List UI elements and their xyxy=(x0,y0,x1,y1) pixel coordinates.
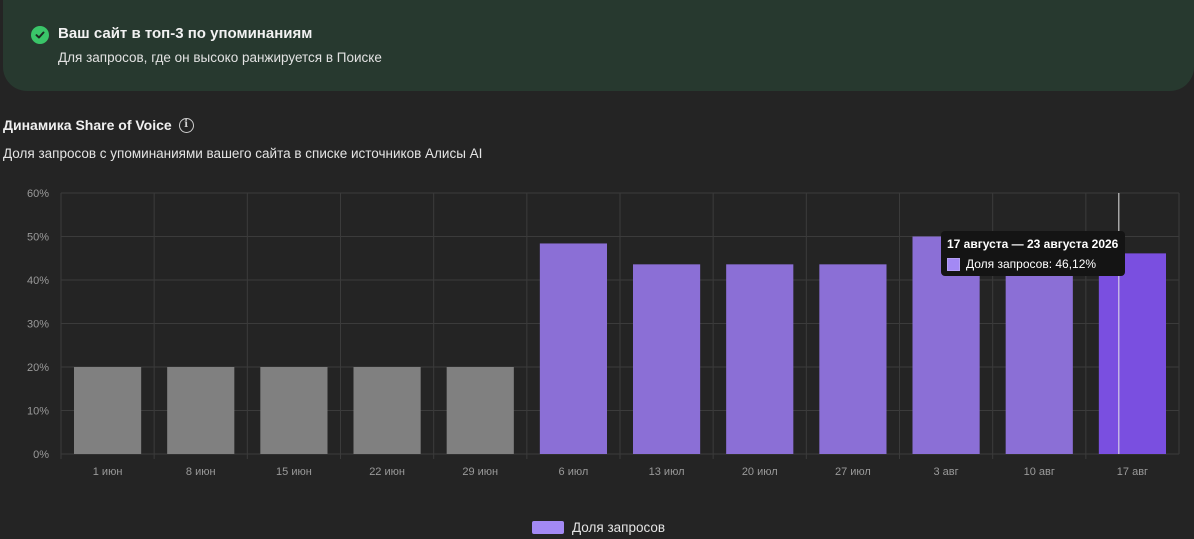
bar xyxy=(446,367,514,454)
y-tick-label: 0% xyxy=(33,449,49,461)
check-circle-icon xyxy=(31,26,49,44)
legend-label: Доля запросов xyxy=(572,520,666,535)
tooltip-swatch xyxy=(947,257,960,271)
bar xyxy=(819,264,887,454)
banner-subtitle: Для запросов, где он высоко ранжируется … xyxy=(58,50,382,65)
bar xyxy=(167,367,235,454)
bar xyxy=(260,367,328,454)
x-tick-label: 10 авг xyxy=(1024,466,1055,478)
x-tick-label: 29 июн xyxy=(462,466,498,478)
bar xyxy=(74,367,142,454)
chart-legend[interactable]: Доля запросов xyxy=(532,520,665,535)
y-tick-label: 10% xyxy=(27,406,49,418)
x-tick-label: 20 июл xyxy=(742,466,778,478)
tooltip-value: Доля запросов: 46,12% xyxy=(966,257,1097,271)
y-tick-label: 50% xyxy=(27,232,49,244)
chart-title-text: Динамика Share of Voice xyxy=(3,117,172,133)
x-tick-label: 6 июл xyxy=(559,466,589,478)
x-tick-label: 15 июн xyxy=(276,466,312,478)
x-tick-label: 13 июл xyxy=(649,466,685,478)
x-tick-label: 8 июн xyxy=(186,466,216,478)
success-banner: Ваш сайт в топ-3 по упоминаниям Для запр… xyxy=(3,0,1194,91)
legend-swatch xyxy=(532,521,564,534)
y-tick-label: 60% xyxy=(27,188,49,200)
y-tick-label: 40% xyxy=(27,275,49,287)
x-tick-label: 1 июн xyxy=(93,466,123,478)
chart-section-title: Динамика Share of Voice i xyxy=(3,117,194,133)
info-icon[interactable]: i xyxy=(178,117,194,133)
x-tick-label: 22 июн xyxy=(369,466,405,478)
x-tick-label: 3 авг xyxy=(934,466,959,478)
y-tick-label: 20% xyxy=(27,362,49,374)
bar xyxy=(539,243,607,454)
bar xyxy=(726,264,794,454)
chart-section-subtitle: Доля запросов с упоминаниями вашего сайт… xyxy=(3,146,483,161)
x-tick-label: 17 авг xyxy=(1117,466,1148,478)
bar xyxy=(633,264,701,454)
bar xyxy=(353,367,421,454)
y-tick-label: 30% xyxy=(27,319,49,331)
banner-title: Ваш сайт в топ-3 по упоминаниям xyxy=(58,25,313,42)
chart-tooltip: 17 августа — 23 августа 2026 Доля запрос… xyxy=(941,231,1125,276)
tooltip-row: Доля запросов: 46,12% xyxy=(947,257,1096,271)
bar xyxy=(1098,253,1166,454)
tooltip-title: 17 августа — 23 августа 2026 xyxy=(947,237,1119,251)
x-tick-label: 27 июл xyxy=(835,466,871,478)
share-of-voice-chart: 0% 10% 20% 30% 40% 50% 60% 1 июн 8 июн 15 июн 22 и… xyxy=(27,188,1180,478)
